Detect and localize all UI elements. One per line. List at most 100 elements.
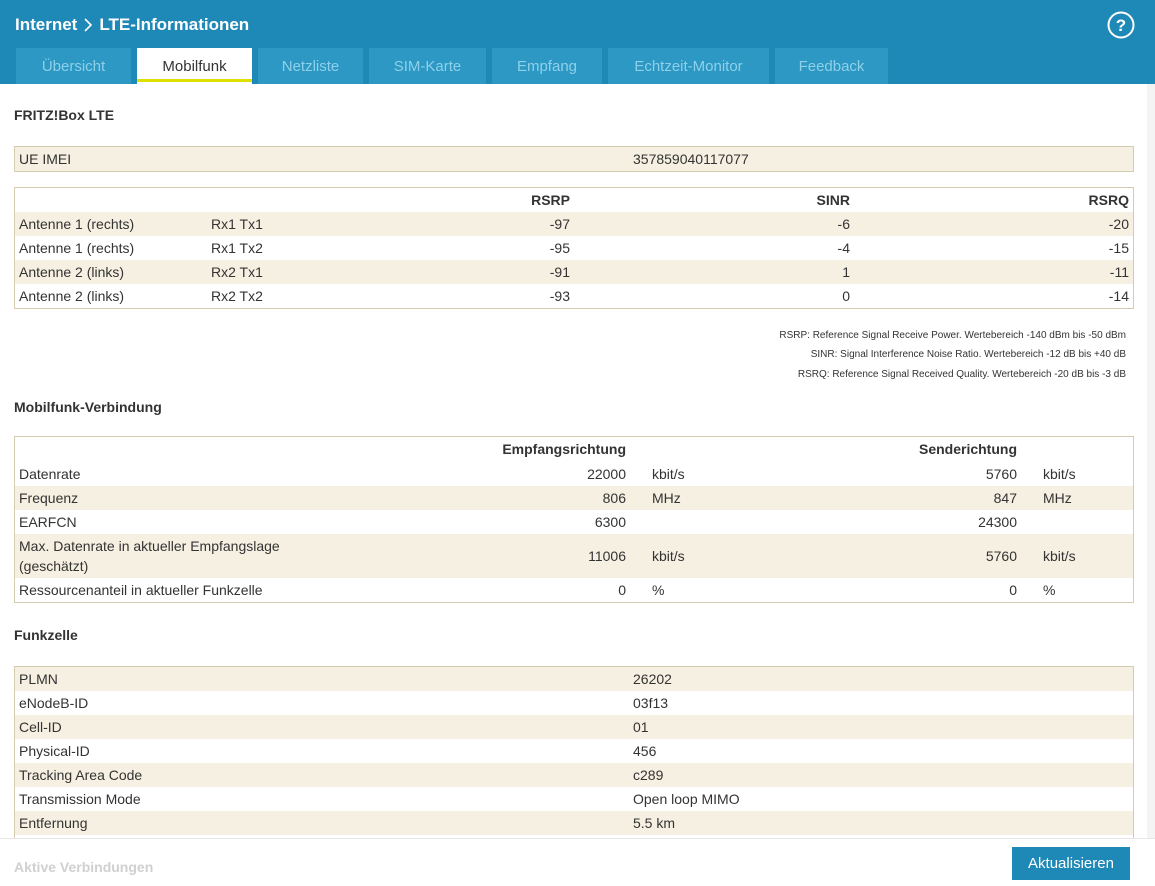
uplink-value: 24300 [978,514,1017,530]
chevron-right-icon [84,18,93,32]
row-label: Cell-ID [19,719,62,735]
downlink-value: 22000 [587,466,626,482]
downlink-value: 806 [602,490,626,506]
row-label: Tracking Area Code [19,767,143,783]
tab-empfang[interactable]: Empfang [492,48,602,84]
imei-label: UE IMEI [19,151,72,167]
sinr-header: SINR [816,192,850,208]
row-value: 26202 [633,671,672,687]
breadcrumb-current: LTE-Informationen [99,15,250,34]
rsrp-header: RSRP [531,192,570,208]
rsrp-value: -93 [549,288,570,304]
rsrq-value: -15 [1108,240,1129,256]
downlink-unit: kbit/s [652,466,685,482]
uplink-header: Senderichtung [918,441,1017,457]
table-row: Frequenz 806 MHz 847 MHz [15,486,1133,510]
tab-echtzeit-monitor[interactable]: Echtzeit-Monitor [608,48,769,84]
row-label: Entfernung [19,815,88,831]
rsrp-value: -97 [549,216,570,232]
row-label-line2: (geschätzt) [19,558,89,574]
tab-sim-karte[interactable]: SIM-Karte [369,48,486,84]
row-label: Transmission Mode [19,791,141,807]
downlink-unit: kbit/s [652,548,685,564]
cell-table: PLMN 26202 eNodeB-ID 03f13 Cell-ID 01 Ph… [14,666,1134,838]
antenna-path: Rx2 Tx2 [211,288,263,304]
connection-title: Mobilfunk-Verbindung [14,399,162,415]
row-value: 01 [633,719,649,735]
main-content: FRITZ!Box LTE UE IMEI 357859040117077 RS… [0,84,1147,838]
table-row: Ressourcenanteil in aktueller Funkzelle … [15,578,1133,602]
table-row: Transmission Mode Open loop MIMO [15,787,1133,811]
downlink-value: 6300 [594,514,626,530]
help-icon[interactable]: ? [1107,11,1135,39]
uplink-unit: % [1043,582,1056,598]
tab-netzliste[interactable]: Netzliste [258,48,363,84]
downlink-unit: MHz [652,490,681,506]
uplink-value: 5760 [985,466,1017,482]
table-row: eNodeB-ID 03f13 [15,691,1133,715]
downlink-unit: % [652,582,665,598]
imei-table: UE IMEI 357859040117077 [14,146,1134,172]
legend-rsrp: RSRP: Reference Signal Receive Power. We… [779,330,1126,341]
rsrp-value: -95 [549,240,570,256]
antenna-name: Antenne 2 (links) [19,264,125,280]
row-value: 5.5 km [633,815,676,831]
tab-uebersicht[interactable]: Übersicht [16,48,131,84]
row-label: eNodeB-ID [19,695,89,711]
antenna-name: Antenne 1 (rechts) [19,216,135,232]
downlink-value: 0 [618,582,626,598]
row-value: Open loop MIMO [633,791,740,807]
row-label: Datenrate [19,466,81,482]
uplink-unit: kbit/s [1043,548,1076,564]
table-row: Antenne 2 (links) Rx2 Tx1 -91 1 -11 [15,260,1133,284]
active-tab-indicator [137,79,252,82]
svg-text:?: ? [1116,16,1126,35]
rsrq-value: -14 [1108,288,1129,304]
legend-sinr: SINR: Signal Interference Noise Ratio. W… [810,349,1126,360]
table-row: Antenne 1 (rechts) Rx1 Tx2 -95 -4 -15 [15,236,1133,260]
table-row: Datenrate 22000 kbit/s 5760 kbit/s [15,462,1133,486]
sinr-value: 0 [842,288,850,304]
tab-feedback[interactable]: Feedback [775,48,888,84]
sinr-value: 1 [842,264,850,280]
row-label: EARFCN [19,514,77,530]
refresh-button[interactable]: Aktualisieren [1012,847,1130,880]
uplink-value: 847 [993,490,1017,506]
vertical-scrollbar[interactable] [1147,84,1155,838]
tab-mobilfunk[interactable]: Mobilfunk [137,48,252,84]
next-section-title: Aktive Verbindungen [14,859,154,875]
row-value: 03f13 [633,695,669,711]
row-label-line1: Max. Datenrate in aktueller Empfangslage [19,538,280,554]
tab-bar: Übersicht Mobilfunk Netzliste SIM-Karte … [16,48,894,84]
cell-title: Funkzelle [14,627,78,643]
rsrq-value: -20 [1108,216,1129,232]
downlink-header: Empfangsrichtung [502,441,626,457]
connection-table: Empfangsrichtung Senderichtung Datenrate… [14,436,1134,603]
breadcrumb-root[interactable]: Internet [15,15,78,34]
table-row: Antenne 1 (rechts) Rx1 Tx1 -97 -6 -20 [15,212,1133,236]
table-row: Tracking Area Code c289 [15,763,1133,787]
device-title: FRITZ!Box LTE [14,107,115,123]
uplink-unit: kbit/s [1043,466,1076,482]
rsrq-header: RSRQ [1088,192,1129,208]
table-row: Entfernung 5.5 km [15,811,1133,835]
header-bar: Internet LTE-Informationen ? Übersicht M… [0,0,1155,84]
row-label: Frequenz [19,490,79,506]
row-label: Ressourcenanteil in aktueller Funkzelle [19,582,263,598]
table-header-row: Empfangsrichtung Senderichtung [15,437,1133,462]
imei-value: 357859040117077 [633,151,749,167]
footer-bar: Aktive Verbindungen Aktualisieren [0,838,1155,886]
sinr-value: -4 [837,240,850,256]
rsrp-value: -91 [549,264,570,280]
antenna-table: RSRP SINR RSRQ Antenne 1 (rechts) Rx1 Tx… [14,187,1134,309]
uplink-value: 0 [1009,582,1017,598]
antenna-name: Antenne 2 (links) [19,288,125,304]
table-header-row: RSRP SINR RSRQ [15,188,1133,212]
uplink-unit: MHz [1043,490,1072,506]
row-label: PLMN [19,671,58,687]
downlink-value: 11006 [588,548,626,564]
antenna-path: Rx1 Tx1 [211,216,263,232]
row-label: Physical-ID [19,743,90,759]
table-row: EARFCN 6300 24300 [15,510,1133,534]
sinr-value: -6 [837,216,850,232]
